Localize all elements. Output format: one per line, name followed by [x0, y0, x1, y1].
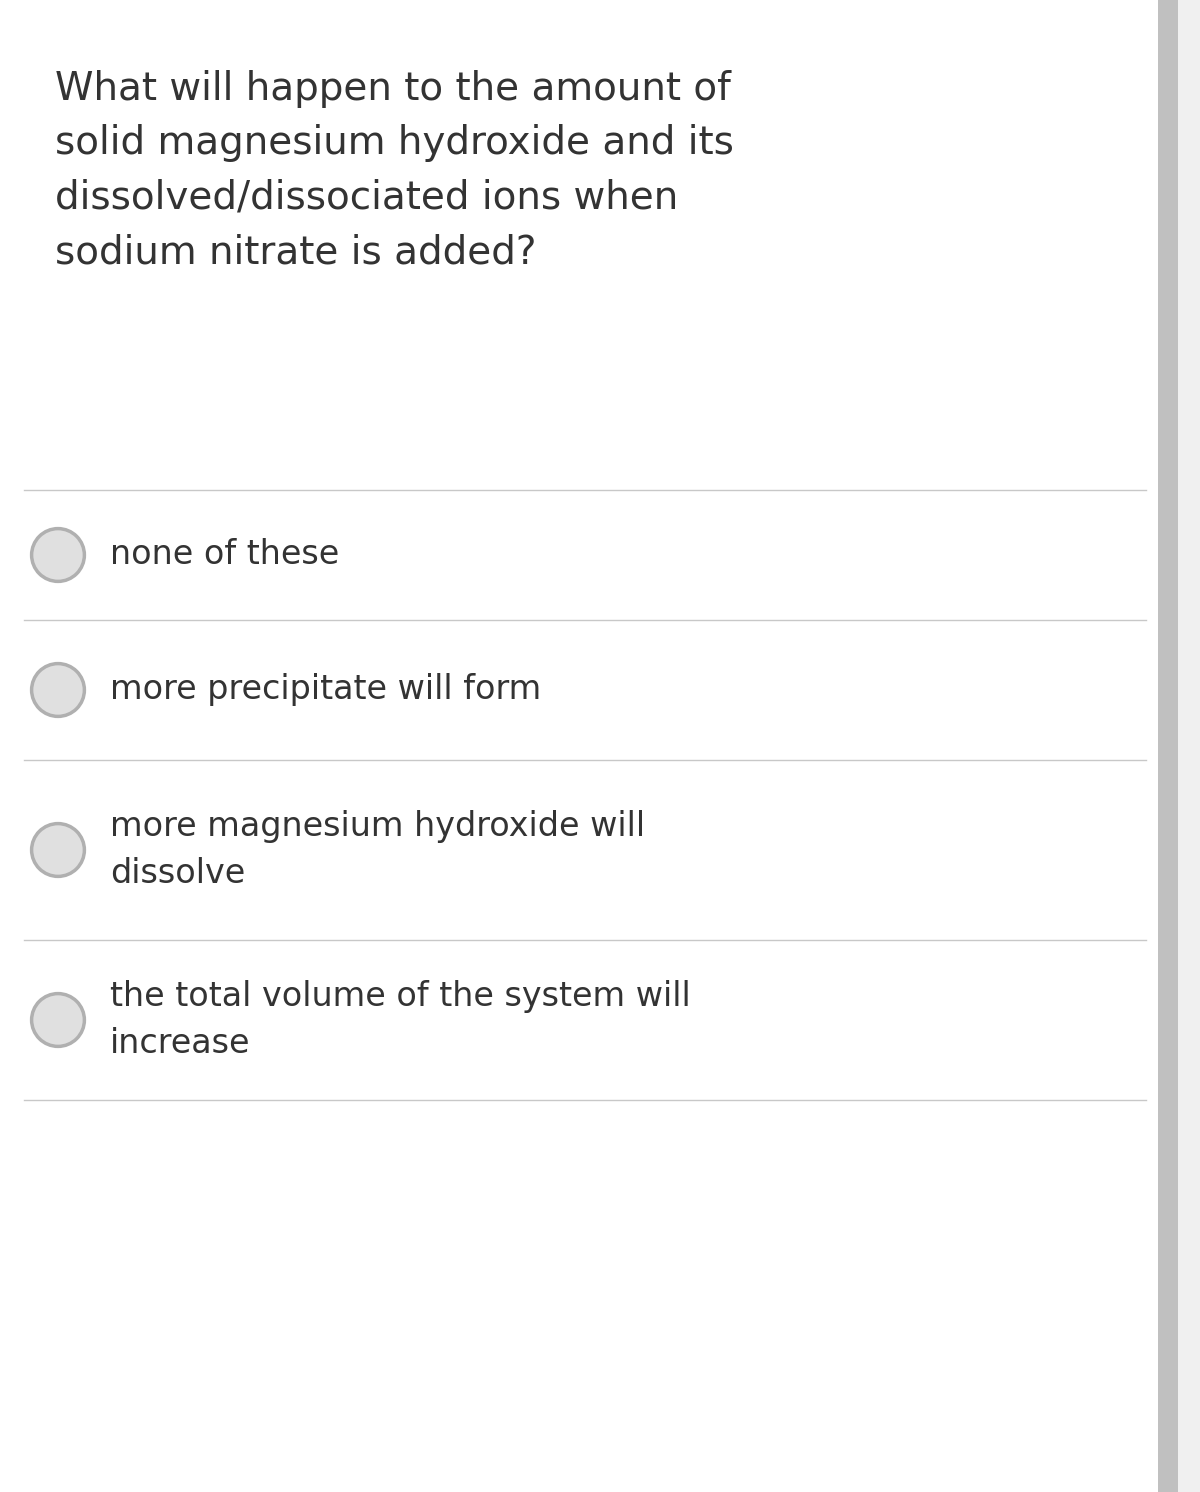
- Ellipse shape: [31, 994, 84, 1046]
- Text: none of these: none of these: [110, 539, 340, 571]
- Text: the total volume of the system will
increase: the total volume of the system will incr…: [110, 980, 691, 1061]
- Text: What will happen to the amount of
solid magnesium hydroxide and its
dissolved/di: What will happen to the amount of solid …: [55, 70, 734, 272]
- Ellipse shape: [31, 664, 84, 716]
- Text: more precipitate will form: more precipitate will form: [110, 673, 541, 707]
- Ellipse shape: [31, 824, 84, 876]
- Ellipse shape: [31, 528, 84, 582]
- Bar: [1158, 0, 1178, 1492]
- Text: more magnesium hydroxide will
dissolve: more magnesium hydroxide will dissolve: [110, 810, 646, 891]
